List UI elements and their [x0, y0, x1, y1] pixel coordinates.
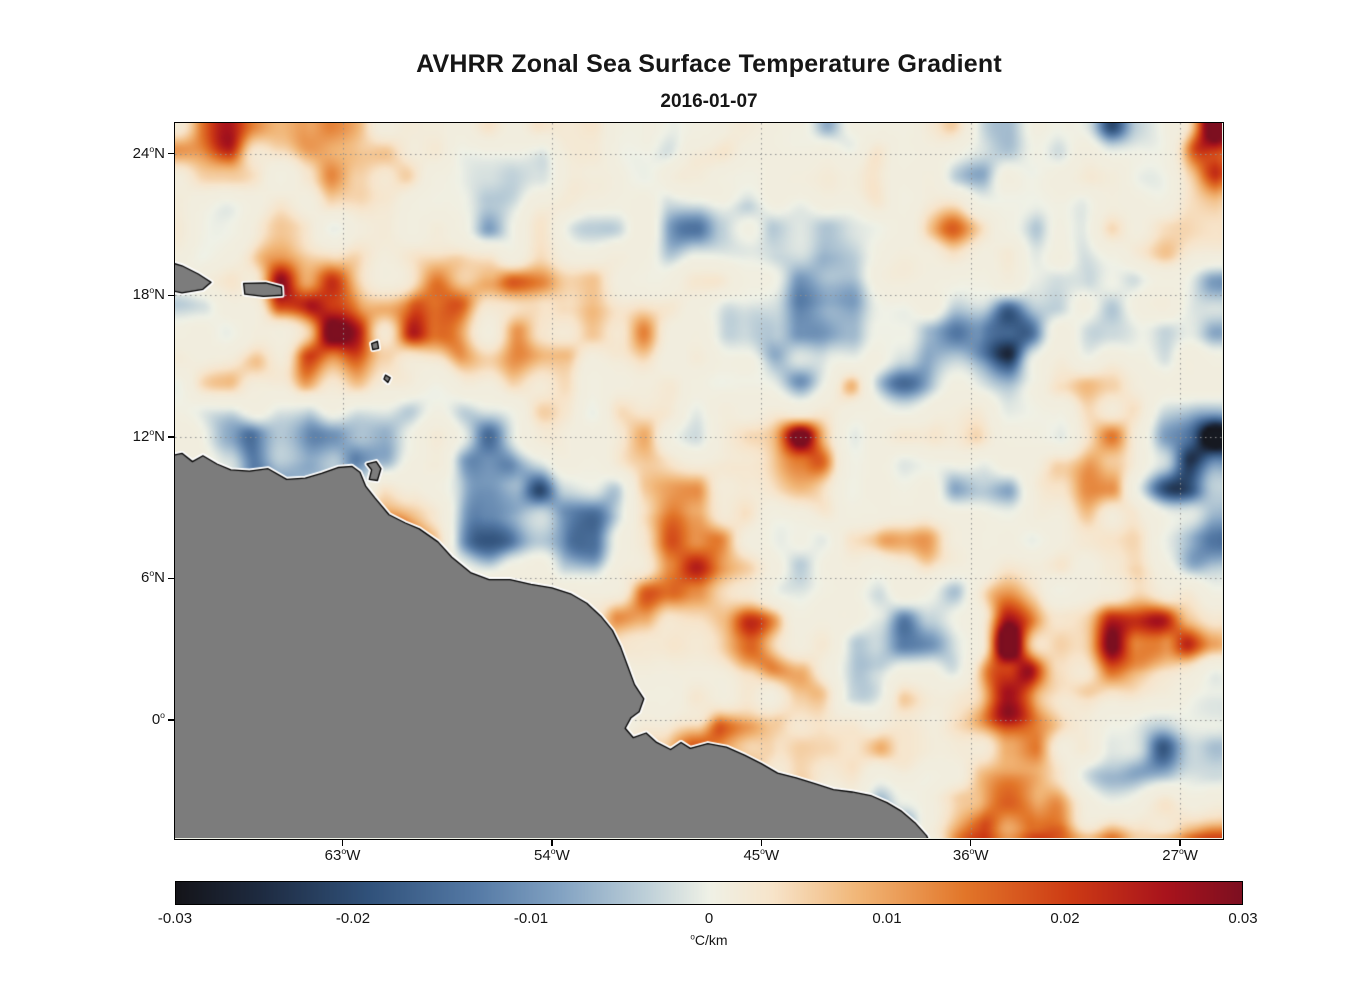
colorbar-tick-label: -0.02 — [335, 910, 371, 927]
sst-gradient-map-canvas — [174, 122, 1222, 838]
x-tick-label: 63oW — [324, 846, 361, 864]
x-tick-mark — [341, 839, 344, 846]
x-tick-label: 36oW — [952, 846, 989, 864]
x-tick-mark — [969, 839, 972, 846]
y-tick-mark — [167, 436, 174, 438]
y-tick-label: 6oN — [140, 568, 165, 587]
y-tick-mark — [167, 294, 174, 296]
colorbar-tick-label: 0 — [704, 910, 714, 927]
colorbar — [175, 881, 1243, 905]
y-tick-mark — [167, 152, 174, 155]
colorbar-tick-label: 0.01 — [872, 910, 902, 927]
map-plot-area — [173, 121, 1224, 840]
chart-title: AVHRR Zonal Sea Surface Temperature Grad… — [416, 50, 1002, 78]
y-tick-label: 24oN — [132, 143, 165, 162]
colorbar-tick-label: 0.02 — [1050, 910, 1080, 927]
y-tick-label: 0o — [151, 710, 165, 728]
x-tick-mark — [760, 839, 763, 846]
x-tick-label: 27oW — [1162, 846, 1198, 864]
colorbar-unit-label: oC/km — [690, 932, 728, 948]
colorbar-tick-label: -0.03 — [157, 910, 193, 927]
y-tick-mark — [167, 577, 174, 580]
x-tick-label: 45oW — [743, 846, 780, 864]
chart-subtitle: 2016-01-07 — [660, 91, 758, 112]
x-tick-label: 54oW — [534, 846, 570, 864]
y-tick-label: 18oN — [132, 285, 165, 304]
y-tick-mark — [167, 719, 174, 721]
colorbar-tick-label: 0.03 — [1228, 910, 1258, 927]
colorbar-tick-label: -0.01 — [513, 910, 549, 927]
colorbar-gradient-canvas — [176, 882, 1242, 904]
x-tick-mark — [1179, 839, 1181, 846]
y-tick-label: 12oN — [132, 426, 165, 445]
x-tick-mark — [551, 839, 553, 846]
